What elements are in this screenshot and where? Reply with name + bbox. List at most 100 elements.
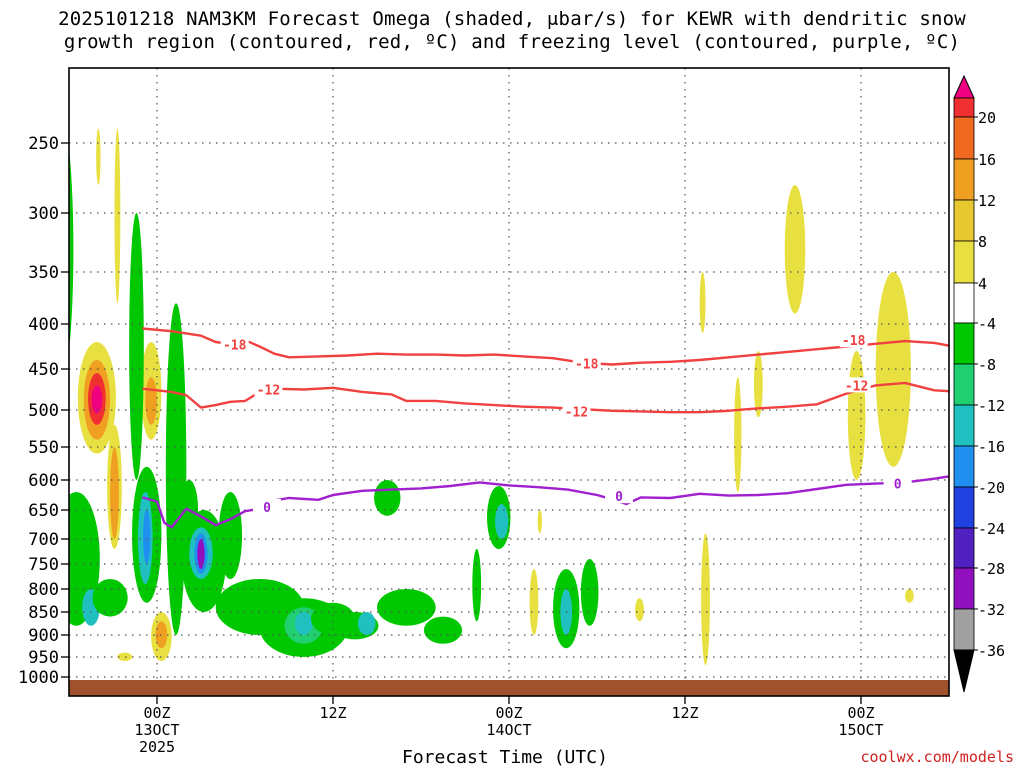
contour-label-bg--12-0 (254, 381, 283, 397)
green-r (472, 549, 482, 622)
colorbar-seg-4 (953, 240, 975, 284)
y-tick-label-700: 700 (28, 530, 59, 550)
x-tick-label-6-0: 00Z (143, 704, 170, 722)
contour-label-bg--18-2 (839, 332, 868, 348)
x-tick-label-18-0: 12Z (319, 704, 346, 722)
colorbar-label-12: -32 (978, 601, 1005, 619)
cyan-i (294, 612, 313, 635)
sink-yellow-l (753, 351, 763, 418)
sink-yellow-e (117, 652, 133, 661)
chart-title-line-1: 2025101218 NAM3KM Forecast Omega (shaded… (58, 8, 966, 30)
sink-yellow-j (701, 533, 710, 665)
y-tick-label-800: 800 (28, 580, 59, 600)
sink-yellow-thin2 (114, 128, 121, 304)
low-green-b (92, 579, 128, 617)
contour-label--18-0: -18 (223, 339, 247, 354)
colorbar-top-arrow (953, 74, 975, 99)
green-d (165, 303, 187, 635)
colorbar-label-7: -12 (978, 397, 1005, 415)
contour-label-bg-0-2 (883, 475, 912, 491)
y-tick-label-500: 500 (28, 401, 59, 421)
x-tick-label-54-0: 00Z (847, 704, 874, 722)
sink-orange-b (110, 447, 119, 539)
green-m (377, 589, 436, 626)
sink-yellow-g (635, 598, 644, 622)
contour-label-0-0: 0 (263, 501, 271, 516)
colorbar-label-11: -28 (978, 560, 1005, 578)
contour-label--18-2: -18 (842, 334, 866, 349)
mid-green-tall (129, 213, 144, 480)
x-tick-label-6-1: 13OCT (134, 721, 179, 739)
y-tick-label-350: 350 (28, 263, 59, 283)
contour-label-0-1: 0 (615, 490, 623, 505)
colorbar-seg-9 (953, 445, 975, 488)
sink-yellow-h (537, 509, 542, 534)
y-tick-label-650: 650 (28, 501, 59, 521)
colorbar-label-9: -20 (978, 479, 1005, 497)
sink-yellow-m (784, 185, 806, 314)
contour-label--12-1: -12 (565, 405, 588, 420)
sink-yellow-k (734, 377, 742, 492)
colorbar-label-10: -24 (978, 520, 1005, 538)
colorbar-label-5: -4 (978, 315, 996, 333)
sink-magenta-a (91, 385, 102, 414)
contour-label-bg--12-1 (562, 403, 591, 419)
sink-yellow-i (699, 272, 706, 333)
x-tick-label-42-0: 12Z (671, 704, 698, 722)
sink-orange-c (145, 377, 157, 425)
contour-label-bg--18-0 (220, 336, 249, 352)
contour-layer: -18 -18 -18 -12 -12 -12 0 0 0 (142, 327, 949, 529)
colorbar-label-4: 4 (978, 275, 987, 293)
x-tick-label-54-1: 15OCT (838, 721, 883, 739)
x-tick-label-30-1: 14OCT (486, 721, 531, 739)
x-axis-label: Forecast Time (UTC) (402, 747, 608, 768)
contour-label-bg--12-2 (842, 377, 871, 393)
colorbar-bottom-arrow (953, 649, 975, 693)
colorbar-label-13: -36 (978, 642, 1005, 660)
y-tick-label-950: 950 (28, 648, 59, 668)
colorbar-label-3: 8 (978, 233, 987, 251)
green-s (429, 621, 442, 631)
y-tick-label-750: 750 (28, 555, 59, 575)
y-tick-label-300: 300 (28, 204, 59, 224)
colorbar-label-2: 12 (978, 192, 996, 210)
colorbar-label-8: -16 (978, 438, 1005, 456)
y-tick-label-250: 250 (28, 134, 59, 154)
contour-label--12-2: -12 (845, 379, 868, 394)
y-tick-label-550: 550 (28, 438, 59, 458)
y-tick-label-1000: 1000 (18, 668, 59, 688)
colorbar-seg-1 (953, 116, 975, 160)
y-axis: 250 300 350 400 450 500 550 600 650 700 750 800 850 9… (18, 134, 69, 688)
green-g (218, 492, 243, 579)
y-tick-label-850: 850 (28, 603, 59, 623)
sink-yellow-thin (96, 128, 101, 185)
colorbar-seg-0 (953, 97, 975, 118)
cyan-o (495, 504, 509, 539)
sink-yellow-o (875, 272, 911, 467)
contour-label--18-1: -18 (575, 358, 599, 373)
colorbar-seg-8 (953, 404, 975, 447)
colorbar-seg-11 (953, 527, 975, 569)
x-tick-label-30-0: 00Z (495, 704, 522, 722)
y-tick-label-450: 450 (28, 360, 59, 380)
left-green-band (69, 148, 74, 351)
green-n (423, 616, 463, 644)
ground-bar (69, 680, 949, 696)
site-credit: coolwx.com/models (860, 748, 1014, 766)
colorbar-seg-6 (953, 322, 975, 365)
cyan-k (357, 612, 376, 635)
contour-line-0 (142, 475, 949, 529)
colorbar-seg-2 (953, 158, 975, 201)
contour-label-bg--18-1 (572, 355, 601, 371)
contour-label--12-0: -12 (257, 384, 280, 399)
chart-title-line-2: growth region (contoured, red, ºC) and f… (63, 31, 961, 53)
green-q (580, 559, 599, 626)
colorbar-seg-7 (953, 363, 975, 406)
colorbar-seg-3 (953, 199, 975, 242)
y-tick-label-400: 400 (28, 315, 59, 335)
colorbar-seg-12 (953, 567, 975, 610)
x-tick-label-6-2: 2025 (139, 738, 175, 756)
blue-c (143, 510, 151, 564)
